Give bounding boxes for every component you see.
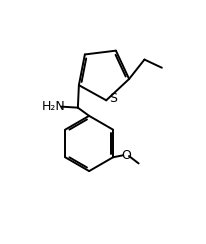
Text: S: S	[109, 92, 117, 105]
Text: O: O	[121, 149, 131, 162]
Text: H₂N: H₂N	[41, 100, 65, 113]
